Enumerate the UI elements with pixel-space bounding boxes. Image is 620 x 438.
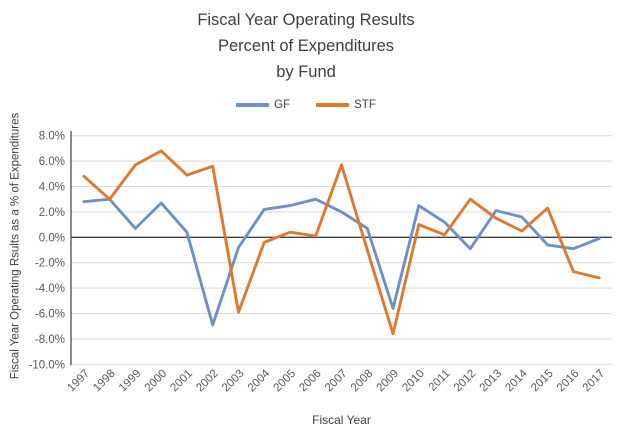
x-tick-label: 2008 xyxy=(349,368,376,395)
x-tick-label: 2002 xyxy=(194,368,221,395)
y-tick-label: 4.0% xyxy=(39,182,65,194)
x-tick-label: 2007 xyxy=(323,368,350,395)
stf-legend-label: STF xyxy=(354,99,376,111)
x-tick-label: 2016 xyxy=(555,368,582,395)
x-axis-title: Fiscal Year xyxy=(312,413,371,427)
y-tick-label: -10.0% xyxy=(29,359,65,371)
x-tick-label: 1998 xyxy=(91,368,118,395)
stf-series-line xyxy=(82,149,601,336)
x-tick-label: 2012 xyxy=(452,368,479,395)
x-tick-label: 2017 xyxy=(581,368,608,395)
x-tick-label: 2015 xyxy=(529,368,556,395)
stf-line-swatch xyxy=(316,103,350,107)
chart-title: Fiscal Year Operating Results Percent of… xyxy=(0,7,612,85)
y-tick-label: 6.0% xyxy=(39,156,65,168)
chart-title-line-1: Fiscal Year Operating Results xyxy=(197,11,415,29)
x-tick-label: 2010 xyxy=(400,368,427,395)
x-tick-label: 2006 xyxy=(297,368,324,395)
x-tick-label: 2005 xyxy=(272,368,299,395)
gf-legend-label: GF xyxy=(274,99,291,111)
y-tick-label: -2.0% xyxy=(35,258,65,270)
x-tick-label: 2014 xyxy=(503,367,530,394)
gf-line-swatch xyxy=(236,103,270,107)
y-tick-label: -6.0% xyxy=(35,309,65,321)
y-tick-label: 8.0% xyxy=(39,131,65,143)
x-tick-label: 2011 xyxy=(427,368,453,394)
y-tick-label: -4.0% xyxy=(35,283,65,295)
x-tick-label: 2000 xyxy=(143,368,170,395)
x-tick-label: 2004 xyxy=(246,367,273,394)
x-tick-label: 2013 xyxy=(478,368,505,395)
x-tick-label: 2009 xyxy=(375,368,402,395)
y-axis-title: Fiscal Year Operating Rsults as a % of E… xyxy=(9,112,22,380)
gf-series-line xyxy=(82,197,601,327)
x-tick-label: 2003 xyxy=(220,368,247,395)
legend-item-gf: GF xyxy=(236,99,290,111)
x-tick-label: 2001 xyxy=(168,368,195,395)
y-tick-label: -8.0% xyxy=(35,334,65,346)
x-tick-label: 1999 xyxy=(117,368,144,395)
legend-item-stf: STF xyxy=(316,99,376,111)
chart-title-line-2: Percent of Expenditures xyxy=(217,37,395,55)
y-tick-label: 2.0% xyxy=(39,207,65,219)
chart-title-line-3: by Fund xyxy=(276,63,336,81)
chart-legend: GF STF xyxy=(0,99,612,111)
x-tick-label: 1997 xyxy=(65,368,92,395)
y-tick-label: 0.0% xyxy=(39,232,65,244)
